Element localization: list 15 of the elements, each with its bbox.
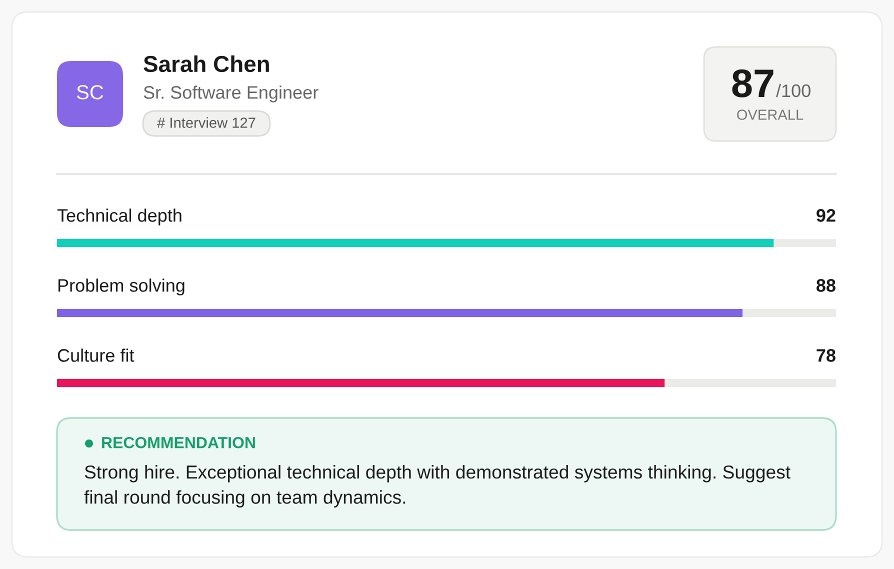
category-label: Technical depth [57,208,182,226]
category-label: Culture fit [58,348,134,362]
text: SC [76,85,104,100]
text: # Interview 127 [157,117,256,128]
data-label: 92 [816,209,836,222]
data-label: 78 [816,349,836,362]
text: OVERALL [737,110,804,120]
data-label: 88 [816,279,836,292]
text: /100 [776,84,810,98]
text: Sarah Chen [144,55,269,72]
text: Strong hire. Exceptional technical depth with demonstrated systems thinking. Suggest final round focusing on team dynamics. [84,465,790,508]
text: Sr. Software Engineer [144,86,318,102]
text: 87 [732,69,774,98]
category-label: Problem solving [58,278,184,296]
text: RECOMMENDATION [102,436,255,448]
